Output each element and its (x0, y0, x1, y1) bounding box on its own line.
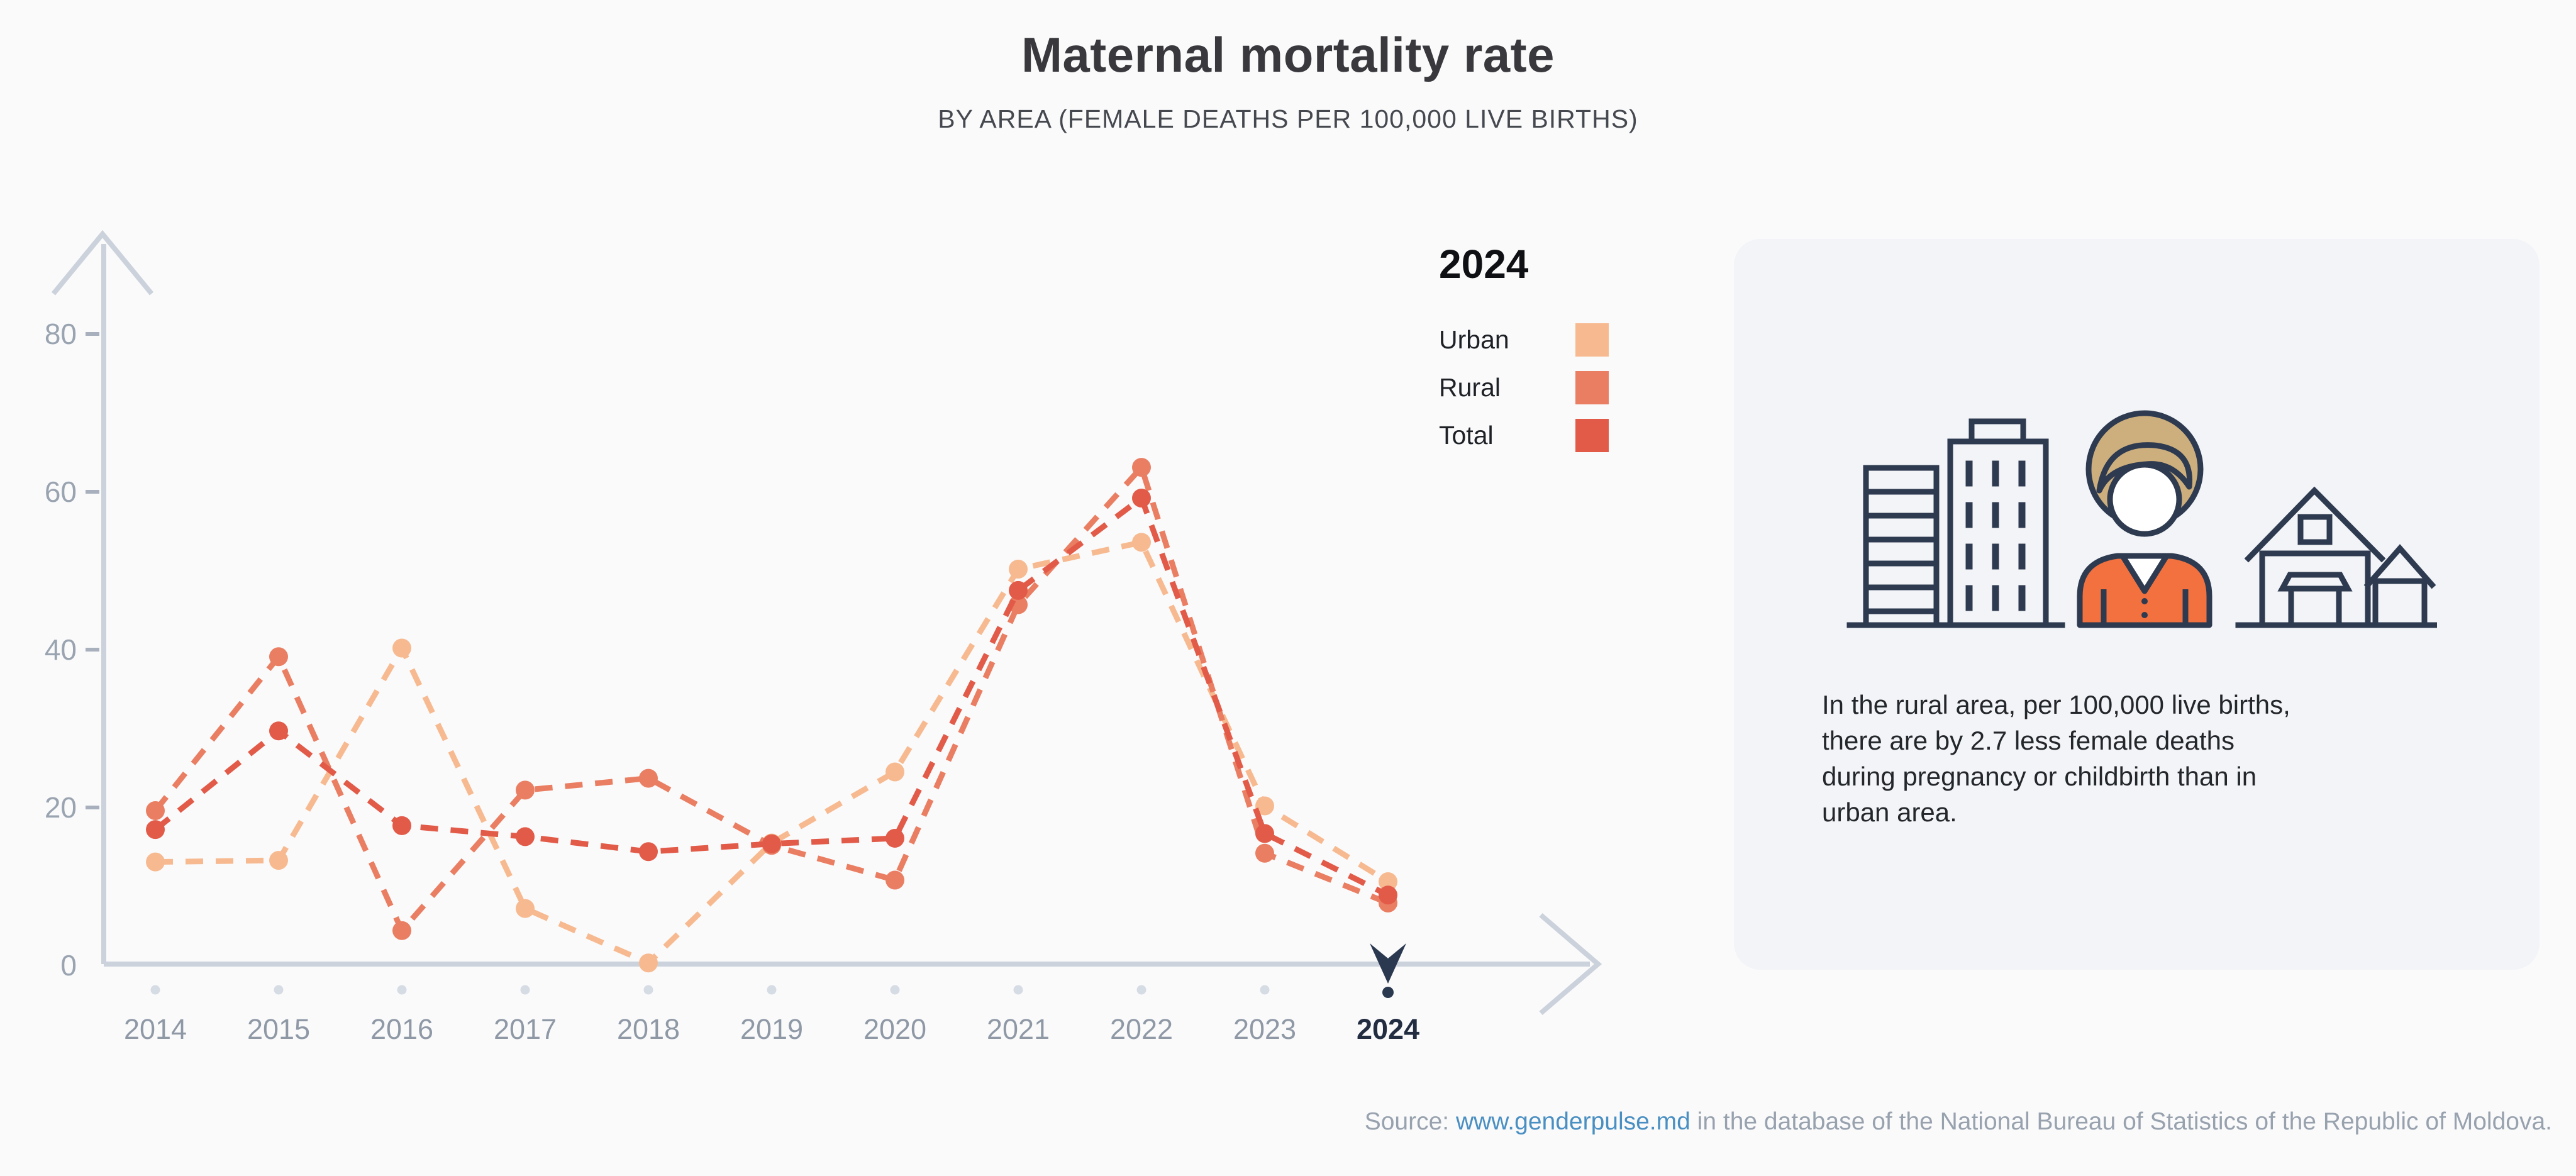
source-link[interactable]: www.genderpulse.md (1455, 1108, 1690, 1135)
x-tick-label-2024[interactable]: 2024 (1357, 1013, 1419, 1045)
legend-swatch-total (1575, 419, 1609, 452)
series-urban-point-2014 (146, 852, 165, 872)
series-urban-point-2016 (392, 638, 411, 658)
info-text-line: urban area. (1822, 797, 1957, 827)
x-axis-arrow-icon (1539, 913, 1602, 1016)
x-tick-label-2021[interactable]: 2021 (987, 1013, 1050, 1045)
series-urban-point-2017 (516, 899, 535, 918)
x-tick-label-2023[interactable]: 2023 (1233, 1013, 1296, 1045)
timeline-dot-2014[interactable] (150, 985, 160, 995)
info-text-line: there are by 2.7 less female deaths (1822, 726, 2235, 755)
series-urban-point-2015 (269, 851, 288, 870)
series-urban-point-2024 (1379, 872, 1397, 891)
info-card-icons (1846, 410, 2437, 628)
series-urban-line (155, 539, 1390, 967)
series-rural-point-2016 (392, 921, 411, 940)
series-urban-point-2020 (886, 762, 904, 782)
info-text-line: In the rural area, per 100,000 live birt… (1822, 690, 2290, 719)
series-total-point-2023 (1255, 824, 1274, 843)
x-tick-label-2015[interactable]: 2015 (247, 1013, 310, 1045)
series-rural-point-2023 (1255, 843, 1274, 863)
series-urban-point-2022 (1132, 533, 1151, 552)
legend-label-urban: Urban (1439, 325, 1509, 354)
series-total-point-2017 (516, 827, 535, 846)
series-total-point-2021 (1009, 580, 1028, 600)
legend-item-urban[interactable]: Urban (1439, 323, 1609, 357)
selected-year-cursor-icon (1370, 943, 1406, 984)
page-title: Maternal mortality rate (1021, 27, 1555, 82)
series-rural-point-2020 (886, 870, 904, 890)
timeline-dot-2021[interactable] (1013, 985, 1023, 995)
woman-icon (2077, 410, 2212, 628)
series-total-point-2024 (1379, 885, 1397, 905)
source-note: Source: www.genderpulse.md in the databa… (1365, 1108, 2552, 1136)
series-total-point-2016 (392, 816, 411, 835)
timeline-dot-2018[interactable] (643, 985, 653, 995)
series-rural-point-2017 (516, 780, 535, 800)
series-rural-line (153, 462, 1389, 936)
series-urban-point-2023 (1255, 796, 1274, 816)
timeline-dot-2017[interactable] (520, 985, 530, 995)
timeline-dot-2016[interactable] (397, 985, 407, 995)
rural-houses-icon (2235, 486, 2437, 628)
timeline-dot-2015[interactable] (274, 985, 284, 995)
series-rural-point-2014 (146, 801, 165, 821)
legend-label-total: Total (1439, 421, 1494, 450)
y-tick-label: 40 (45, 633, 77, 666)
timeline-dot-2023[interactable] (1260, 985, 1270, 995)
info-card-text: In the rural area, per 100,000 live birt… (1822, 687, 2476, 830)
legend-swatch-rural (1575, 371, 1609, 404)
y-tick-label: 20 (45, 791, 77, 824)
x-tick-label-2020[interactable]: 2020 (863, 1013, 926, 1045)
y-axis-arrow-icon (51, 230, 154, 296)
timeline-dot-2020[interactable] (890, 985, 900, 995)
x-tick-label-2014[interactable]: 2014 (124, 1013, 187, 1045)
info-card: In the rural area, per 100,000 live birt… (1734, 239, 2540, 970)
series-rural-point-2018 (639, 768, 658, 788)
legend-label-rural: Rural (1439, 373, 1501, 402)
x-tick-label-2022[interactable]: 2022 (1110, 1013, 1173, 1045)
series-total-point-2015 (269, 721, 288, 741)
x-tick-label-2016[interactable]: 2016 (370, 1013, 433, 1045)
timeline-dot-2019[interactable] (767, 985, 777, 995)
legend-selected-year: 2024 (1439, 241, 1529, 287)
y-tick-label: 80 (45, 318, 77, 350)
source-suffix: in the database of the National Bureau o… (1690, 1108, 2552, 1135)
y-tick-label: 60 (45, 475, 77, 508)
y-tick-label: 0 (60, 949, 77, 982)
legend-swatch-urban (1575, 323, 1609, 357)
series-rural-point-2021 (1009, 595, 1028, 614)
series-rural-point-2015 (269, 647, 288, 667)
chart-legend: 2024 Urban Rural Total (1439, 244, 1609, 467)
x-tick-label-2017[interactable]: 2017 (494, 1013, 557, 1045)
series-urban-point-2021 (1009, 559, 1028, 579)
series-total-point-2014 (146, 820, 165, 840)
timeline-dot-2024[interactable] (1382, 987, 1394, 998)
page-subtitle: BY AREA (FEMALE DEATHS PER 100,000 LIVE … (938, 104, 1638, 133)
legend-item-rural[interactable]: Rural (1439, 371, 1609, 404)
x-tick-label-2018[interactable]: 2018 (617, 1013, 680, 1045)
legend-item-total[interactable]: Total (1439, 419, 1609, 452)
x-tick-label-2019[interactable]: 2019 (740, 1013, 803, 1045)
timeline-dot-2022[interactable] (1136, 985, 1146, 995)
series-urban-point-2018 (639, 953, 658, 973)
series-total-point-2018 (639, 842, 658, 862)
info-text-line: during pregnancy or childbirth than in (1822, 762, 2257, 791)
city-buildings-icon (1846, 418, 2065, 628)
series-total-point-2022 (1132, 489, 1151, 508)
series-rural-point-2022 (1132, 458, 1151, 477)
series-total-point-2020 (886, 828, 904, 848)
source-prefix: Source: (1364, 1108, 1456, 1135)
series-total-point-2019 (762, 834, 781, 853)
